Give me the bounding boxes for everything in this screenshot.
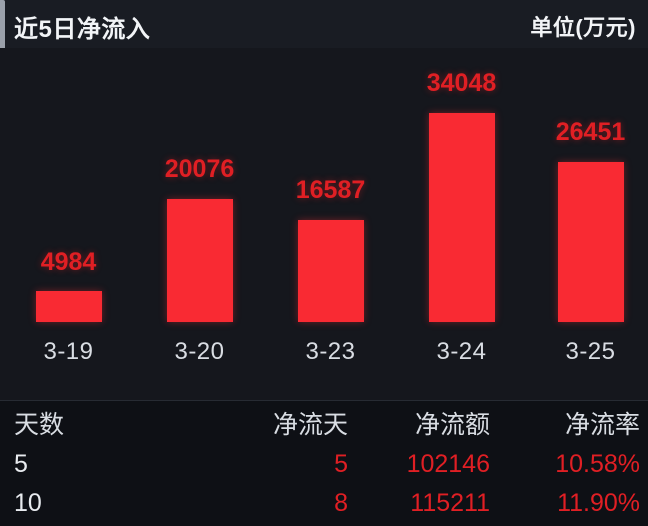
cell-days-1: 10	[14, 489, 42, 517]
bar-value-label-4: 26451	[555, 118, 626, 146]
cell-days-0: 5	[14, 450, 28, 478]
bar-slot-2[interactable]: 16587	[265, 48, 396, 322]
cell-net-days-0: 5	[334, 450, 348, 478]
bar-slot-3[interactable]: 34048	[396, 48, 527, 322]
x-axis-label-4: 3-25	[565, 338, 616, 365]
section-divider	[0, 400, 648, 401]
table-row[interactable]: 10 8 115211 11.90%	[0, 484, 648, 523]
net-inflow-bar-chart: 4984 20076 16587 34048 26451 3-19	[0, 48, 648, 401]
bar-value-label-3: 34048	[426, 69, 497, 97]
net-flow-summary-table: 天数 净流天 净流额 净流率 5 5 102146 10.58% 10 8 11…	[0, 401, 648, 526]
bar-1[interactable]	[166, 199, 233, 322]
page-title: 近5日净流入	[14, 16, 151, 43]
x-axis-label-1: 3-20	[174, 338, 225, 365]
bar-2[interactable]	[297, 220, 364, 322]
bar-value-label-2: 16587	[295, 176, 366, 204]
x-axis-label-0: 3-19	[43, 338, 94, 365]
bar-slot-0[interactable]: 4984	[3, 48, 134, 322]
bar-0[interactable]	[35, 291, 102, 322]
table-header-row: 天数 净流天 净流额 净流率	[0, 406, 648, 445]
cell-net-amount-0: 102146	[406, 450, 490, 478]
chart-plot-area: 4984 20076 16587 34048 26451	[0, 48, 648, 322]
x-axis-label-3: 3-24	[436, 338, 487, 365]
table-row[interactable]: 5 5 102146 10.58%	[0, 445, 648, 484]
bar-slot-4[interactable]: 26451	[525, 48, 648, 322]
bar-value-label-1: 20076	[164, 155, 235, 183]
cell-net-days-1: 8	[334, 489, 348, 517]
column-header-net-rate: 净流率	[564, 411, 640, 439]
bar-4[interactable]	[557, 162, 624, 322]
bar-slot-1[interactable]: 20076	[134, 48, 265, 322]
column-header-net-amount: 净流额	[414, 411, 490, 439]
x-axis-label-2: 3-23	[305, 338, 356, 365]
column-header-days: 天数	[14, 411, 65, 439]
cell-net-amount-1: 115211	[410, 489, 490, 517]
bar-3[interactable]	[428, 113, 495, 322]
chart-x-axis: 3-19 3-20 3-23 3-24 3-25	[0, 322, 648, 380]
cell-net-rate-1: 11.90%	[557, 489, 640, 517]
unit-label: 单位(万元)	[530, 15, 636, 40]
bar-value-label-0: 4984	[40, 248, 97, 276]
column-header-net-days: 净流天	[272, 411, 348, 439]
widget-header: 近5日净流入 单位(万元)	[0, 0, 648, 48]
cell-net-rate-0: 10.58%	[555, 450, 640, 478]
